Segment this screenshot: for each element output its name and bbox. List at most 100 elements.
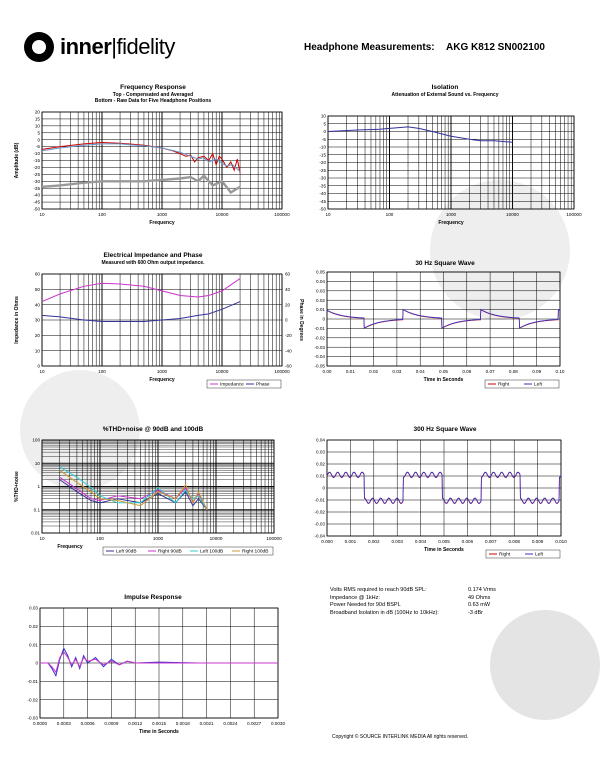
y2-tick-label: -60 — [285, 364, 292, 369]
y-tick-label: -15 — [319, 152, 326, 157]
series-line — [41, 143, 241, 172]
x-tick-label: 0.0030 — [271, 721, 285, 726]
legend-label: Left 100dB — [200, 549, 223, 555]
legend-label: Impedance — [220, 382, 244, 388]
y-tick-label: -0.01 — [28, 679, 39, 684]
y-tick-label: 10 — [35, 123, 41, 128]
y-tick-label: 10 — [35, 348, 41, 353]
legend-label: Left — [535, 552, 544, 558]
y-tick-label: -0.02 — [315, 510, 326, 515]
y-tick-label: 0.1 — [34, 507, 41, 512]
series-line — [59, 466, 208, 511]
y-tick-label: -40 — [33, 193, 40, 198]
copyright: Copyright © SOURCE INTERLINK MEDIA All r… — [332, 734, 469, 740]
spec-label: Volts RMS required to reach 90dB SPL: — [330, 587, 427, 593]
spec-row: Impedance @ 1kHz: 49 Ohms — [330, 595, 550, 603]
legend-label: Phase — [256, 382, 270, 388]
page-title: Headphone Measurements: — [304, 42, 435, 53]
legend-label: Left — [534, 382, 543, 388]
y-tick-label: -5 — [322, 137, 327, 142]
legend-label: Left 90dB — [116, 549, 137, 555]
legend-label: Right — [499, 552, 511, 558]
y2-tick-label: -20 — [285, 333, 292, 338]
y-tick-label: -20 — [319, 160, 326, 165]
y-tick-label: -0.04 — [315, 354, 326, 359]
x-axis-label: Frequency — [149, 220, 175, 226]
y-tick-label: 1 — [37, 484, 40, 489]
x-tick-label: 0.008 — [508, 539, 520, 544]
x-tick-label: 10 — [325, 212, 331, 217]
series-line — [41, 141, 241, 174]
x-tick-label: 0.01 — [346, 369, 355, 374]
chart-title: Electrical Impedance and Phase — [103, 252, 203, 259]
x-tick-label: 0.006 — [462, 539, 474, 544]
x-tick-label: 10000 — [506, 212, 519, 217]
x-tick-label: 0.003 — [391, 539, 403, 544]
x-axis-label: Frequency — [149, 377, 175, 383]
legend-box — [102, 546, 274, 556]
chart-impulse-response: Impulse Response 0.0000 0.0003 0.0006 0.000… — [0, 590, 305, 740]
x-tick-label: 0.0003 — [57, 721, 71, 726]
y-tick-label: 30 — [35, 318, 41, 323]
chart-30hz-square: 30 Hz Square Wave 0.00 0.01 0.02 0.03 0.04 0.… — [299, 250, 610, 400]
y-tick-label: 0.01 — [29, 642, 38, 647]
y-tick-label: -0.02 — [28, 697, 39, 702]
x-tick-label: 0.0000 — [33, 721, 47, 726]
y-tick-label: 0.01 — [31, 531, 40, 536]
series-line — [327, 126, 513, 143]
x-tick-label: 100 — [386, 212, 394, 217]
logo: inner|fidelity — [24, 30, 194, 64]
plot-frame — [326, 439, 562, 537]
y-tick-label: 60 — [35, 272, 41, 277]
spec-value: 0.174 Vrms — [468, 587, 496, 593]
chart-subtitle: Attenuation of External Sound vs. Freque… — [391, 92, 499, 98]
y-tick-label: -35 — [319, 183, 326, 188]
x-axis-label: Frequency — [57, 544, 83, 550]
y-tick-label: 0 — [37, 364, 40, 369]
spec-label: Broadband Isolation in dB (100Hz to 10kH… — [330, 609, 439, 616]
y-tick-label: 0 — [322, 486, 325, 491]
x-tick-label: 0.06 — [462, 369, 471, 374]
x-tick-label: 10000 — [210, 536, 223, 541]
y-tick-label: 0 — [322, 317, 325, 322]
yin-yang-icon — [24, 32, 54, 62]
x-tick-label: 0.0024 — [223, 721, 237, 726]
x-tick-label: 100000 — [274, 212, 290, 217]
x-tick-label: 0.005 — [438, 539, 450, 544]
spec-row: Power Needed for 90d BSPL 0.63 mW — [330, 602, 550, 610]
legend-label: Right — [498, 382, 510, 388]
x-tick-label: 0.000 — [321, 539, 333, 544]
series-line — [59, 479, 208, 511]
legend-box — [485, 549, 561, 559]
x-tick-label: 0.00 — [323, 369, 332, 374]
y-tick-label: -5 — [36, 144, 41, 149]
series-line — [40, 651, 278, 674]
x-tick-label: 0.0015 — [152, 721, 166, 726]
y-tick-label: -50 — [319, 207, 326, 212]
x-tick-label: 0.002 — [368, 539, 380, 544]
spec-row: Volts RMS required to reach 90dB SPL: 0.1… — [330, 587, 550, 595]
y-tick-label: 0.03 — [29, 606, 38, 611]
y-tick-label: -20 — [33, 165, 40, 170]
y-tick-label: -45 — [33, 200, 40, 205]
y-tick-label: -15 — [33, 158, 40, 163]
plot-frame — [327, 115, 575, 210]
chart-subtitle: Top - Compensated and Averaged Bottom - … — [94, 92, 212, 104]
y-tick-label: 40 — [35, 302, 41, 307]
x-tick-label: 1000 — [157, 212, 168, 217]
x-tick-label: 1000 — [153, 536, 164, 541]
series-line — [326, 471, 562, 504]
y2-tick-label: -40 — [285, 348, 292, 353]
plot-frame — [326, 271, 561, 367]
y-tick-label: 5 — [323, 121, 326, 126]
y-tick-label: 0.04 — [316, 279, 325, 284]
logo-text-left: inner — [60, 34, 112, 59]
x-tick-label: 0.10 — [556, 369, 565, 374]
chart-title: 30 Hz Square Wave — [415, 260, 475, 267]
spec-label: Impedance @ 1kHz: — [330, 594, 380, 601]
x-tick-label: 100 — [98, 369, 106, 374]
x-tick-label: 100 — [98, 212, 106, 217]
x-tick-label: 10 — [39, 369, 45, 374]
y-tick-label: 0 — [35, 661, 38, 666]
y-tick-label: -0.04 — [315, 534, 326, 539]
